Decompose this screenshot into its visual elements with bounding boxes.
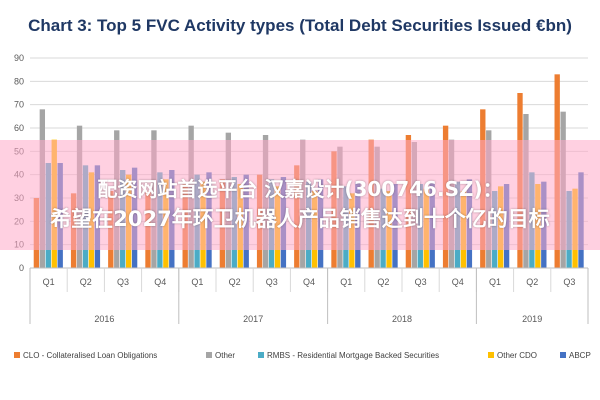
legend-label: ABCP	[569, 351, 591, 360]
legend-swatch	[258, 352, 264, 358]
chart-title: Chart 3: Top 5 FVC Activity types (Total…	[28, 16, 572, 35]
x-tick-label: Q3	[117, 277, 129, 287]
legend: CLO - Collateralised Loan Obligations Oth…	[14, 351, 591, 360]
x-tick-label: Q4	[303, 277, 315, 287]
x-axis: Q1 Q2 Q3 Q4 Q1 Q2 Q3 Q4 Q1 Q2 Q3 Q4 Q1 Q2 Q3 2016 2017 20…	[29, 267, 589, 324]
x-tick-label: Q1	[43, 277, 55, 287]
x-tick-label: Q3	[266, 277, 278, 287]
legend-item: CLO - Collateralised Loan Obligations	[14, 351, 157, 360]
x-tick-label: Q2	[377, 277, 389, 287]
legend-item: Other	[206, 351, 235, 360]
year-label: 2017	[243, 314, 263, 324]
y-tick-label: 90	[14, 53, 24, 63]
x-tick-label: Q1	[340, 277, 352, 287]
legend-swatch	[488, 352, 494, 358]
x-tick-label: Q4	[154, 277, 166, 287]
y-tick-label: 70	[14, 100, 24, 110]
legend-label: Other CDO	[497, 351, 537, 360]
year-label: 2018	[392, 314, 412, 324]
legend-item: RMBS - Residential Mortgage Backed Secur…	[258, 351, 439, 360]
x-tick-label: Q1	[489, 277, 501, 287]
legend-swatch	[14, 352, 20, 358]
x-tick-label: Q3	[415, 277, 427, 287]
year-label: 2016	[94, 314, 114, 324]
legend-label: RMBS - Residential Mortgage Backed Secur…	[267, 351, 439, 360]
x-tick-label: Q2	[229, 277, 241, 287]
watermark-banner: 配资网站首选平台 汉嘉设计(300746.SZ)： 希望在2027年环卫机器人产…	[0, 140, 600, 250]
y-tick-label: 60	[14, 123, 24, 133]
x-tick-label: Q4	[452, 277, 464, 287]
watermark-line-1: 配资网站首选平台 汉嘉设计(300746.SZ)：	[97, 177, 503, 201]
legend-swatch	[206, 352, 212, 358]
year-label: 2019	[522, 314, 542, 324]
legend-label: CLO - Collateralised Loan Obligations	[23, 351, 157, 360]
legend-swatch	[560, 352, 566, 358]
x-tick-label: Q1	[191, 277, 203, 287]
x-tick-label: Q2	[526, 277, 538, 287]
x-tick-label: Q2	[80, 277, 92, 287]
y-tick-label: 0	[19, 263, 24, 273]
legend-item: Other CDO	[488, 351, 537, 360]
legend-item: ABCP	[560, 351, 591, 360]
legend-label: Other	[215, 351, 235, 360]
watermark-line-2: 希望在2027年环卫机器人产品销售达到十个亿的目标	[50, 207, 550, 231]
x-tick-label: Q3	[563, 277, 575, 287]
y-tick-label: 80	[14, 76, 24, 86]
